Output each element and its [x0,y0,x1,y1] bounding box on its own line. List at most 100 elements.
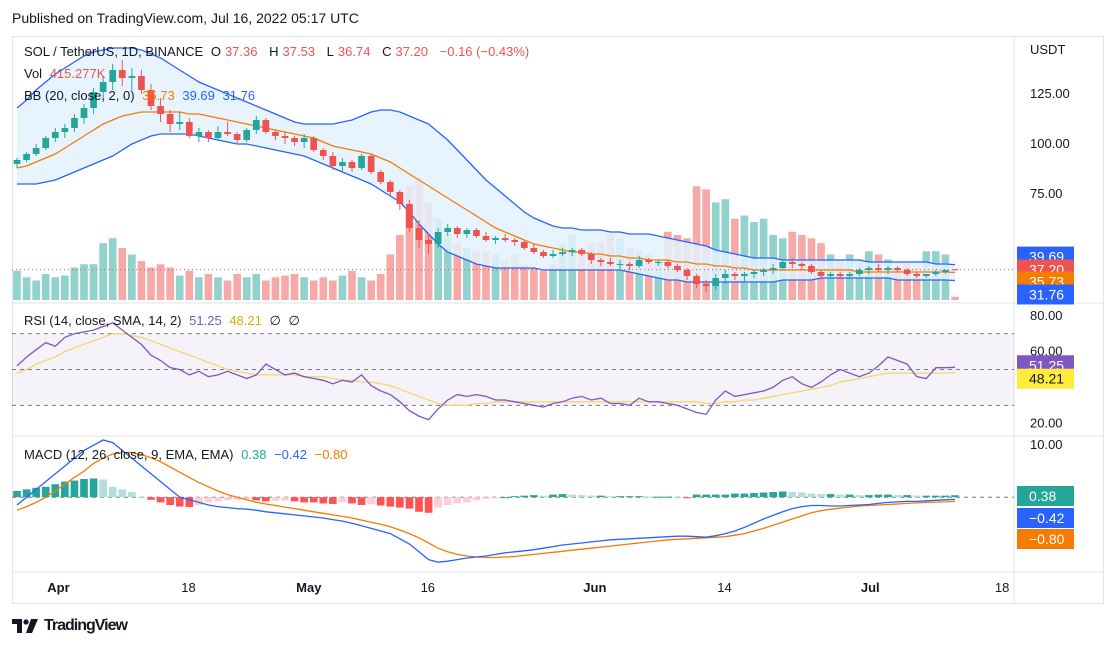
candle-body[interactable] [492,238,499,240]
candle-body[interactable] [386,182,394,192]
candle-body[interactable] [434,232,442,244]
candle-body[interactable] [176,122,184,124]
rsi-label[interactable]: RSI (14, close, SMA, 14, 2) [24,313,182,328]
candle-body[interactable] [530,248,538,252]
candle-body[interactable] [674,266,681,270]
candle-body[interactable] [339,162,346,166]
rsi-tag-box[interactable] [1017,368,1074,389]
candle-body[interactable] [559,252,566,254]
candle-body[interactable] [903,270,911,274]
candle-body[interactable] [453,228,461,234]
candle-body[interactable] [683,270,691,276]
candle-body[interactable] [635,260,643,266]
candle-body[interactable] [396,192,404,204]
candle-body[interactable] [798,264,806,266]
candle-body[interactable] [13,160,21,164]
candle-body[interactable] [118,70,126,78]
candle-body[interactable] [884,268,892,270]
candle-body[interactable] [463,230,471,234]
symbol-title[interactable]: SOL / TetherUS, 1D, BINANCE [24,44,204,59]
candle-body[interactable] [511,240,519,242]
candle-body[interactable] [51,132,59,138]
candle-body[interactable] [760,270,767,272]
candle-body[interactable] [71,118,78,128]
candle-body[interactable] [166,114,174,124]
macd-label[interactable]: MACD (12, 26, close, 9, EMA, EMA) [24,447,234,462]
candle-body[interactable] [32,148,40,154]
candle-body[interactable] [109,70,117,82]
price-tag-box[interactable] [1017,284,1074,305]
volume-label[interactable]: Vol [24,66,43,81]
candle-body[interactable] [252,120,260,130]
candle-body[interactable] [568,250,576,252]
candle-body[interactable] [520,242,528,248]
candle-body[interactable] [224,132,231,134]
candle-body[interactable] [721,274,729,278]
candle-body[interactable] [243,130,251,140]
candle-body[interactable] [913,274,921,276]
candle-body[interactable] [138,76,145,90]
candle-body[interactable] [865,268,873,270]
candle-body[interactable] [185,122,193,136]
candle-body[interactable] [425,240,432,244]
candle-body[interactable] [367,156,375,172]
macd-tag-box[interactable] [1017,529,1074,549]
candle-body[interactable] [779,262,787,268]
candle-body[interactable] [473,230,480,236]
candle-body[interactable] [645,260,653,262]
candle-body[interactable] [23,154,30,160]
candle-body[interactable] [128,76,136,78]
chart-canvas[interactable]: USDT125.00100.0075.0039.6937.2035.7331.7… [0,0,1116,610]
candle-body[interactable] [846,274,854,276]
candle-body[interactable] [922,274,930,276]
candle-body[interactable] [607,262,614,264]
candle-body[interactable] [377,172,385,182]
candle-body[interactable] [329,156,337,166]
candle-body[interactable] [942,270,949,272]
candle-body[interactable] [788,262,796,264]
footer-brand[interactable]: TradingView [12,617,128,635]
candle-body[interactable] [272,132,279,136]
candle-body[interactable] [769,268,777,270]
candle-body[interactable] [875,268,882,270]
candle-body[interactable] [654,262,662,263]
candle-body[interactable] [444,228,452,232]
candle-body[interactable] [664,262,672,266]
candle-body[interactable] [894,268,901,270]
candle-body[interactable] [195,132,203,136]
candle-body[interactable] [415,228,423,240]
candle-body[interactable] [233,134,241,140]
candle-body[interactable] [262,120,270,132]
candle-body[interactable] [157,106,164,114]
candle-body[interactable] [501,238,509,240]
candle-body[interactable] [626,264,633,266]
candle-body[interactable] [319,150,327,156]
candle-body[interactable] [597,260,605,262]
candle-body[interactable] [836,274,844,276]
candle-body[interactable] [214,132,222,138]
candle-body[interactable] [549,254,557,256]
candle-body[interactable] [578,250,586,254]
candle-body[interactable] [817,272,825,276]
candle-body[interactable] [932,272,940,274]
candle-body[interactable] [731,274,739,276]
candle-body[interactable] [99,82,107,92]
candle-body[interactable] [310,138,318,150]
bb-label[interactable]: BB (20, close, 2, 0) [24,88,135,103]
candle-body[interactable] [205,132,212,138]
candle-body[interactable] [42,138,50,148]
macd-tag-box[interactable] [1017,486,1074,506]
candle-body[interactable] [587,254,595,260]
candle-body[interactable] [406,204,413,228]
macd-tag-box[interactable] [1017,508,1074,528]
candle-body[interactable] [693,276,700,284]
candle-body[interactable] [80,108,88,118]
candle-body[interactable] [951,269,959,271]
candle-body[interactable] [291,138,298,142]
candle-body[interactable] [702,284,710,286]
candle-body[interactable] [855,270,863,274]
candle-body[interactable] [482,236,490,240]
candle-body[interactable] [808,266,815,272]
candle-body[interactable] [827,274,834,276]
candle-body[interactable] [616,264,624,265]
